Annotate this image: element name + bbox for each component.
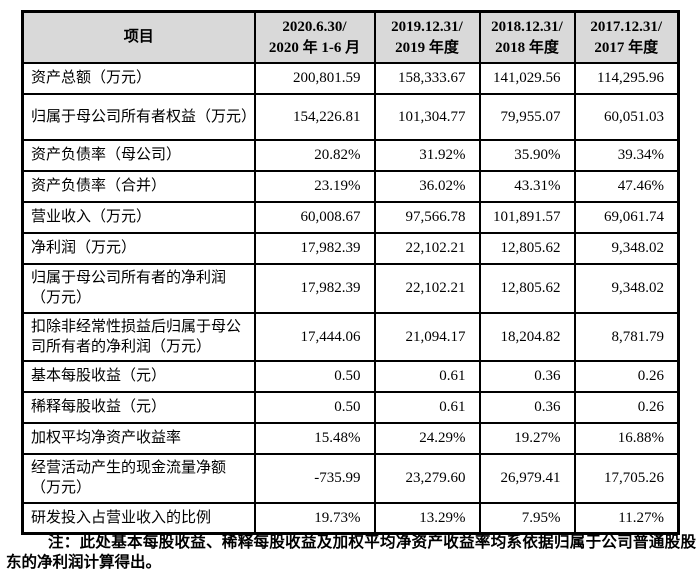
value-cell: 7.95% bbox=[480, 503, 575, 534]
value-cell: 39.34% bbox=[575, 140, 679, 171]
value-cell: 0.36 bbox=[480, 361, 575, 392]
column-header-2019: 2019.12.31/ 2019 年度 bbox=[375, 12, 480, 64]
footnote: 注：此处基本每股收益、稀释每股收益及加权平均净资产收益率均系依据归属于公司普通股… bbox=[6, 533, 696, 574]
row-label: 加权平均净资产收益率 bbox=[23, 423, 255, 454]
value-cell: 60,008.67 bbox=[255, 202, 375, 233]
value-cell: 43.31% bbox=[480, 171, 575, 202]
row-label: 资产负债率（母公司） bbox=[23, 140, 255, 171]
value-cell: 17,982.39 bbox=[255, 233, 375, 264]
value-cell: 79,955.07 bbox=[480, 94, 575, 140]
table-row-net-profit: 净利润（万元） 17,982.39 22,102.21 12,805.62 9,… bbox=[23, 233, 679, 264]
value-cell: 9,348.02 bbox=[575, 233, 679, 264]
value-cell: 23.19% bbox=[255, 171, 375, 202]
value-cell: 23,279.60 bbox=[375, 454, 480, 503]
value-cell: 12,805.62 bbox=[480, 264, 575, 313]
value-cell: 0.26 bbox=[575, 361, 679, 392]
table-row-operating-cash-flow: 经营活动产生的现金流量净额（万元） -735.99 23,279.60 26,9… bbox=[23, 454, 679, 503]
table-row-basic-eps: 基本每股收益（元） 0.50 0.61 0.36 0.26 bbox=[23, 361, 679, 392]
value-cell: 12,805.62 bbox=[480, 233, 575, 264]
value-cell: 20.82% bbox=[255, 140, 375, 171]
table-row-weighted-roe: 加权平均净资产收益率 15.48% 24.29% 19.27% 16.88% bbox=[23, 423, 679, 454]
value-cell: 101,304.77 bbox=[375, 94, 480, 140]
value-cell: -735.99 bbox=[255, 454, 375, 503]
value-cell: 24.29% bbox=[375, 423, 480, 454]
value-cell: 0.61 bbox=[375, 392, 480, 423]
value-cell: 114,295.96 bbox=[575, 63, 679, 94]
value-cell: 21,094.17 bbox=[375, 313, 480, 362]
value-cell: 0.36 bbox=[480, 392, 575, 423]
table-row-parent-equity: 归属于母公司所有者权益（万元） 154,226.81 101,304.77 79… bbox=[23, 94, 679, 140]
column-header-2020h1: 2020.6.30/ 2020 年 1-6 月 bbox=[255, 12, 375, 64]
value-cell: 154,226.81 bbox=[255, 94, 375, 140]
row-label: 归属于母公司所有者权益（万元） bbox=[23, 94, 255, 140]
value-cell: 9,348.02 bbox=[575, 264, 679, 313]
value-cell: 17,444.06 bbox=[255, 313, 375, 362]
table-row-net-profit-parent: 归属于母公司所有者的净利润（万元） 17,982.39 22,102.21 12… bbox=[23, 264, 679, 313]
row-label: 归属于母公司所有者的净利润（万元） bbox=[23, 264, 255, 313]
value-cell: 17,982.39 bbox=[255, 264, 375, 313]
value-cell: 11.27% bbox=[575, 503, 679, 534]
value-cell: 0.50 bbox=[255, 392, 375, 423]
value-cell: 101,891.57 bbox=[480, 202, 575, 233]
table-row-debt-ratio-consolidated: 资产负债率（合并） 23.19% 36.02% 43.31% 47.46% bbox=[23, 171, 679, 202]
value-cell: 36.02% bbox=[375, 171, 480, 202]
row-label: 基本每股收益（元） bbox=[23, 361, 255, 392]
value-cell: 35.90% bbox=[480, 140, 575, 171]
table-row-total-assets: 资产总额（万元） 200,801.59 158,333.67 141,029.5… bbox=[23, 63, 679, 94]
row-label: 扣除非经常性损益后归属于母公司所有者的净利润（万元） bbox=[23, 313, 255, 362]
row-label: 净利润（万元） bbox=[23, 233, 255, 264]
value-cell: 69,061.74 bbox=[575, 202, 679, 233]
value-cell: 16.88% bbox=[575, 423, 679, 454]
value-cell: 200,801.59 bbox=[255, 63, 375, 94]
column-header-item: 项目 bbox=[23, 12, 255, 64]
row-label: 稀释每股收益（元） bbox=[23, 392, 255, 423]
table-row-revenue: 营业收入（万元） 60,008.67 97,566.78 101,891.57 … bbox=[23, 202, 679, 233]
value-cell: 17,705.26 bbox=[575, 454, 679, 503]
value-cell: 141,029.56 bbox=[480, 63, 575, 94]
value-cell: 15.48% bbox=[255, 423, 375, 454]
column-header-2018: 2018.12.31/ 2018 年度 bbox=[480, 12, 575, 64]
value-cell: 22,102.21 bbox=[375, 233, 480, 264]
table-row-debt-ratio-parent: 资产负债率（母公司） 20.82% 31.92% 35.90% 39.34% bbox=[23, 140, 679, 171]
value-cell: 60,051.03 bbox=[575, 94, 679, 140]
value-cell: 22,102.21 bbox=[375, 264, 480, 313]
value-cell: 18,204.82 bbox=[480, 313, 575, 362]
table-row-diluted-eps: 稀释每股收益（元） 0.50 0.61 0.36 0.26 bbox=[23, 392, 679, 423]
value-cell: 0.50 bbox=[255, 361, 375, 392]
financial-summary-table: 项目 2020.6.30/ 2020 年 1-6 月 2019.12.31/ 2… bbox=[21, 10, 680, 535]
value-cell: 19.27% bbox=[480, 423, 575, 454]
financial-summary-table-container: 项目 2020.6.30/ 2020 年 1-6 月 2019.12.31/ 2… bbox=[21, 10, 680, 535]
value-cell: 0.26 bbox=[575, 392, 679, 423]
value-cell: 0.61 bbox=[375, 361, 480, 392]
value-cell: 31.92% bbox=[375, 140, 480, 171]
value-cell: 97,566.78 bbox=[375, 202, 480, 233]
table-row-net-profit-deducted: 扣除非经常性损益后归属于母公司所有者的净利润（万元） 17,444.06 21,… bbox=[23, 313, 679, 362]
table-row-rd-revenue-ratio: 研发投入占营业收入的比例 19.73% 13.29% 7.95% 11.27% bbox=[23, 503, 679, 534]
column-header-2017: 2017.12.31/ 2017 年度 bbox=[575, 12, 679, 64]
value-cell: 158,333.67 bbox=[375, 63, 480, 94]
row-label: 资产总额（万元） bbox=[23, 63, 255, 94]
row-label: 营业收入（万元） bbox=[23, 202, 255, 233]
value-cell: 26,979.41 bbox=[480, 454, 575, 503]
table-header-row: 项目 2020.6.30/ 2020 年 1-6 月 2019.12.31/ 2… bbox=[23, 12, 679, 64]
row-label: 经营活动产生的现金流量净额（万元） bbox=[23, 454, 255, 503]
value-cell: 47.46% bbox=[575, 171, 679, 202]
value-cell: 19.73% bbox=[255, 503, 375, 534]
value-cell: 8,781.79 bbox=[575, 313, 679, 362]
row-label: 研发投入占营业收入的比例 bbox=[23, 503, 255, 534]
value-cell: 13.29% bbox=[375, 503, 480, 534]
row-label: 资产负债率（合并） bbox=[23, 171, 255, 202]
